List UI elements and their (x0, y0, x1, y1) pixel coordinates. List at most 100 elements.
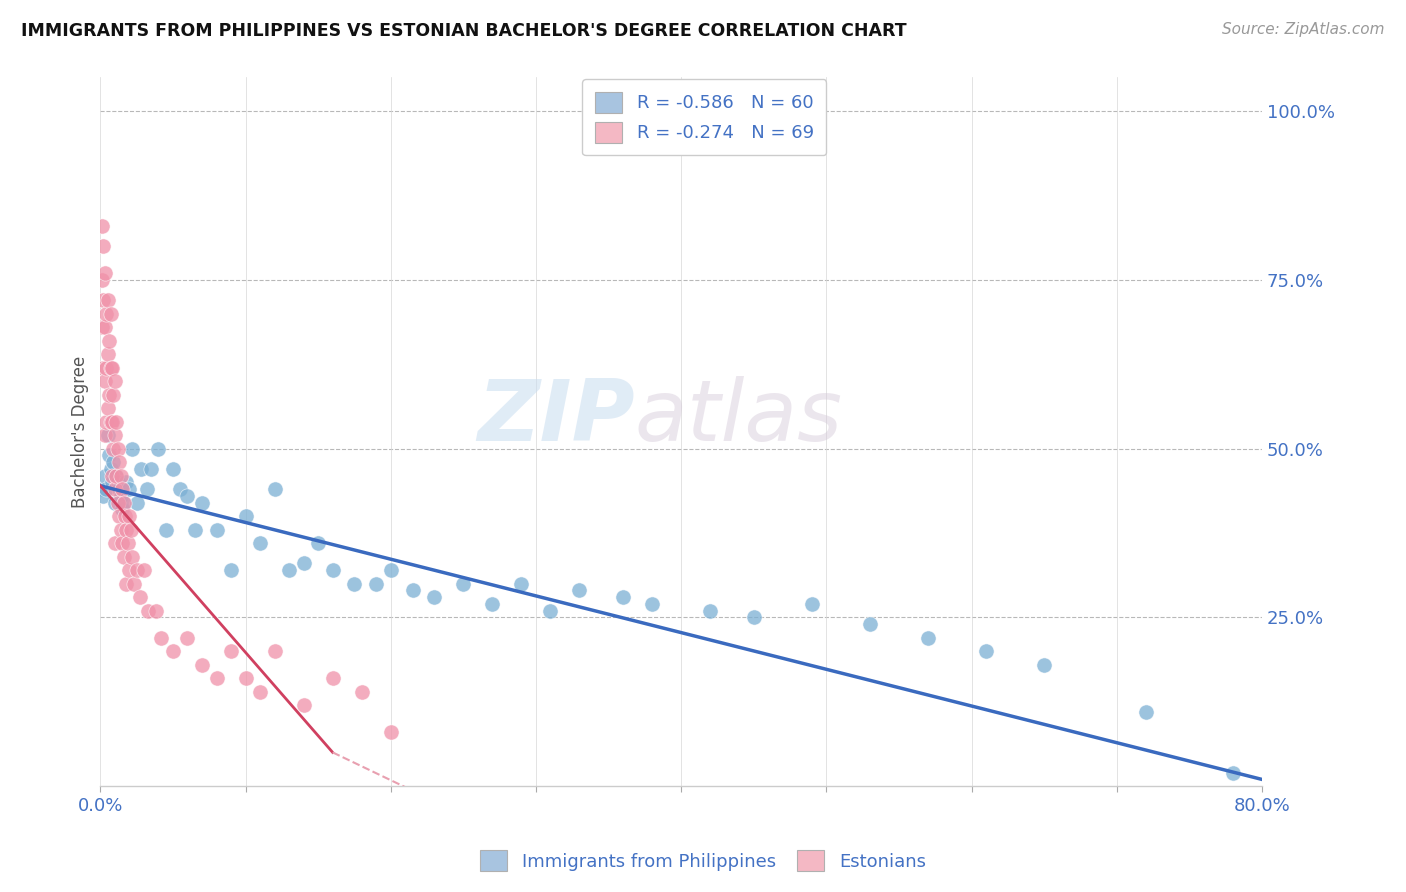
Point (108, 455, 131, 469)
Y-axis label: Bachelor's Degree: Bachelor's Degree (72, 356, 89, 508)
Point (278, 563, 301, 577)
Point (125, 496, 148, 510)
Point (111, 536, 134, 550)
Point (145, 604, 167, 618)
Point (103, 442, 125, 456)
Point (219, 644, 242, 658)
Point (105, 468, 128, 483)
Point (510, 576, 533, 591)
Point (322, 563, 344, 577)
Point (111, 502, 134, 516)
Point (90, 273, 112, 287)
Text: ZIP: ZIP (477, 376, 634, 459)
Point (699, 604, 721, 618)
Point (612, 590, 634, 604)
Point (169, 482, 191, 496)
Point (343, 576, 366, 591)
Point (121, 549, 143, 564)
Point (101, 360, 124, 375)
Point (105, 415, 128, 429)
Point (107, 475, 129, 490)
Point (98, 387, 121, 401)
Point (90, 482, 112, 496)
Point (100, 462, 122, 476)
Point (110, 468, 132, 483)
Point (108, 482, 131, 496)
Point (350, 684, 373, 698)
Point (205, 671, 228, 685)
Point (235, 671, 257, 685)
Point (125, 563, 148, 577)
Point (1135, 705, 1157, 719)
Point (115, 576, 138, 591)
Point (96, 360, 118, 375)
Point (110, 523, 132, 537)
Point (481, 597, 503, 611)
Point (104, 428, 127, 442)
Point (122, 576, 145, 591)
Point (107, 442, 129, 456)
Point (191, 496, 214, 510)
Point (263, 482, 285, 496)
Legend: R = -0.586   N = 60, R = -0.274   N = 69: R = -0.586 N = 60, R = -0.274 N = 69 (582, 79, 827, 155)
Text: atlas: atlas (634, 376, 842, 459)
Point (97, 293, 120, 308)
Point (120, 523, 142, 537)
Point (235, 509, 257, 524)
Legend: Immigrants from Philippines, Estonians: Immigrants from Philippines, Estonians (472, 843, 934, 879)
Point (219, 563, 242, 577)
Point (96, 415, 118, 429)
Point (107, 496, 129, 510)
Point (103, 455, 125, 469)
Point (91, 360, 114, 375)
Point (93, 428, 115, 442)
Point (91, 239, 114, 253)
Point (90, 219, 112, 233)
Point (974, 644, 997, 658)
Point (97, 428, 120, 442)
Point (98, 449, 121, 463)
Point (112, 496, 135, 510)
Point (114, 509, 136, 524)
Point (93, 374, 115, 388)
Point (129, 462, 152, 476)
Point (115, 475, 138, 490)
Point (540, 604, 562, 618)
Point (401, 583, 423, 598)
Point (97, 401, 120, 416)
Point (91, 293, 114, 308)
Point (118, 482, 141, 496)
Point (100, 360, 122, 375)
Point (380, 725, 402, 739)
Point (110, 489, 132, 503)
Point (105, 468, 128, 483)
Point (263, 644, 285, 658)
Point (132, 563, 155, 577)
Point (176, 631, 198, 645)
Point (90, 320, 112, 334)
Point (100, 307, 122, 321)
Point (93, 320, 115, 334)
Point (150, 631, 173, 645)
Point (104, 496, 127, 510)
Point (118, 509, 141, 524)
Point (917, 631, 939, 645)
Point (111, 482, 134, 496)
Point (568, 583, 591, 598)
Text: IMMIGRANTS FROM PHILIPPINES VS ESTONIAN BACHELOR'S DEGREE CORRELATION CHART: IMMIGRANTS FROM PHILIPPINES VS ESTONIAN … (21, 22, 907, 40)
Point (148, 442, 170, 456)
Point (136, 604, 159, 618)
Point (104, 536, 127, 550)
Point (453, 576, 475, 591)
Point (104, 374, 127, 388)
Point (162, 462, 184, 476)
Point (249, 536, 271, 550)
Point (249, 684, 271, 698)
Point (205, 523, 228, 537)
Point (104, 482, 127, 496)
Point (93, 266, 115, 280)
Point (641, 597, 664, 611)
Point (100, 415, 122, 429)
Point (292, 698, 315, 713)
Point (128, 590, 150, 604)
